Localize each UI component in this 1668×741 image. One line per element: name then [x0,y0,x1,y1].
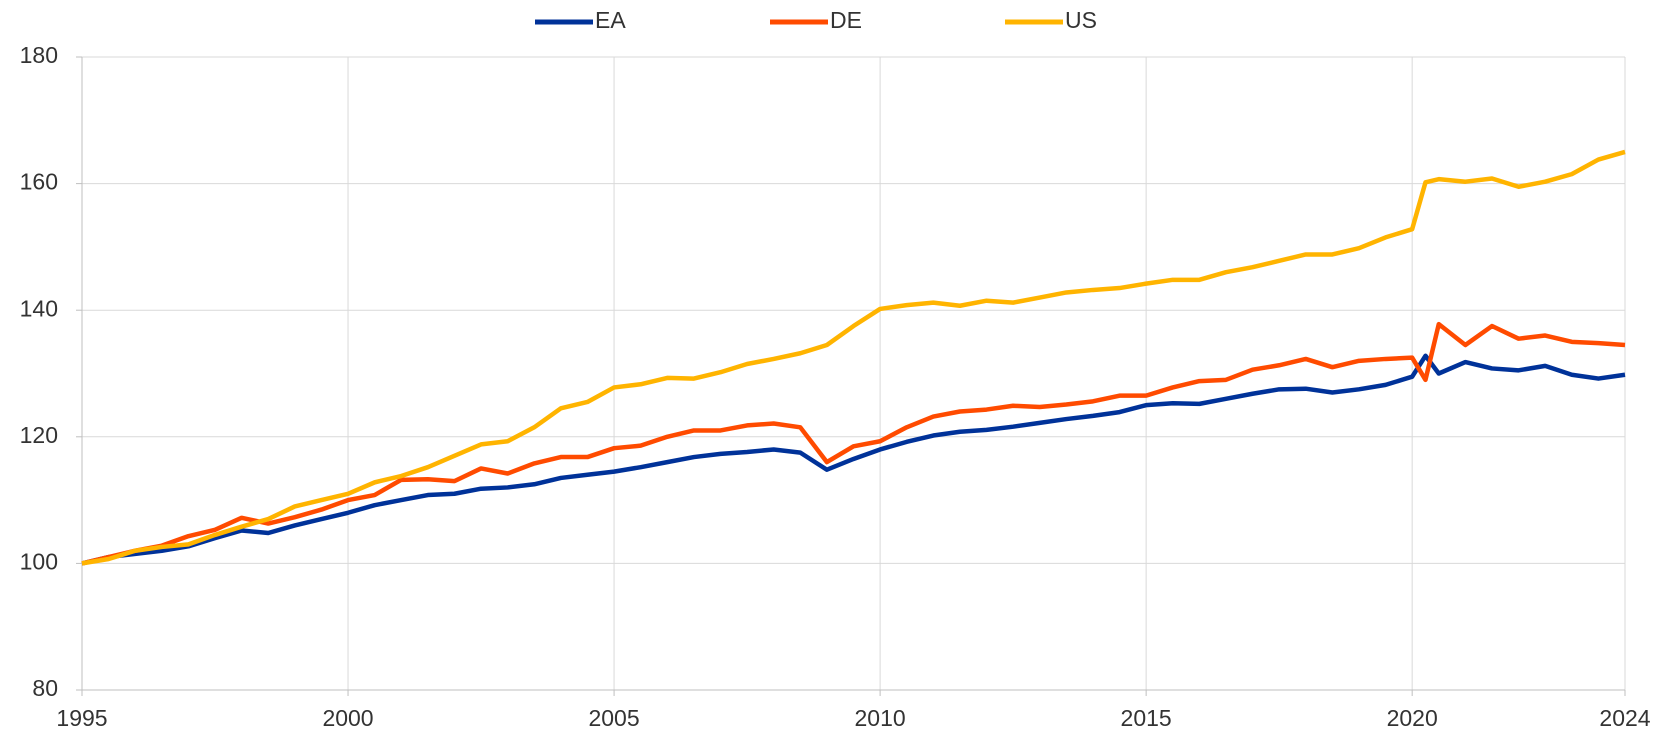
series-line [81,353,1626,566]
legend-label: EA [595,7,626,33]
y-tick-label: 120 [20,422,58,448]
x-tick-label: 2005 [588,705,639,731]
legend-label: DE [830,7,862,33]
x-tick-label: 2010 [855,705,906,731]
x-tick-label: 2020 [1387,705,1438,731]
x-tick-label: 2000 [322,705,373,731]
y-tick-label: 140 [20,295,58,321]
x-tick-label: 2024 [1599,705,1650,731]
x-tick-label: 2015 [1121,705,1172,731]
y-tick-label: 100 [20,548,58,574]
series-line [81,149,1626,566]
legend-label: US [1065,7,1097,33]
y-tick-label: 160 [20,169,58,195]
series-line [81,321,1626,566]
x-tick-label: 1995 [56,705,107,731]
y-tick-label: 80 [32,675,58,701]
y-tick-label: 180 [20,42,58,68]
